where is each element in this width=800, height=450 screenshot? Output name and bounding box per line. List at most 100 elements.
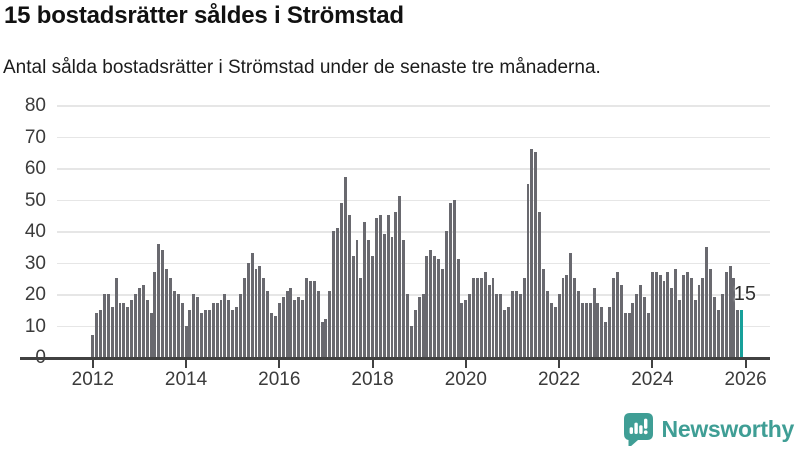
bar <box>386 215 390 357</box>
x-axis-tick <box>464 360 467 368</box>
y-axis-label: 60 <box>24 158 46 179</box>
bar <box>145 300 149 357</box>
bar <box>149 312 153 357</box>
bar <box>91 334 95 357</box>
bar <box>130 300 134 357</box>
bar <box>324 319 328 357</box>
bar <box>456 259 460 357</box>
bar <box>448 202 452 357</box>
bar <box>627 312 631 357</box>
gridline <box>57 325 770 327</box>
newsworthy-logo-icon <box>622 412 654 448</box>
bar <box>592 287 596 357</box>
bar <box>705 246 709 357</box>
bar <box>542 268 545 357</box>
bar <box>534 152 538 357</box>
x-axis-tick <box>744 360 747 368</box>
bar <box>514 290 518 357</box>
x-axis-tick <box>558 360 561 368</box>
bar <box>95 312 99 357</box>
x-axis-label: 2026 <box>724 369 767 390</box>
bar <box>99 309 102 357</box>
bar <box>522 278 526 357</box>
bar <box>577 290 580 357</box>
bar <box>409 325 413 357</box>
bar <box>608 306 612 357</box>
bar <box>670 287 674 357</box>
bar <box>122 303 126 357</box>
bar <box>281 297 285 357</box>
bar <box>693 300 697 357</box>
bar <box>643 297 647 357</box>
bar <box>188 309 192 357</box>
gridline <box>57 136 770 138</box>
bar <box>351 256 355 357</box>
bar <box>545 290 549 357</box>
bar <box>165 268 169 357</box>
bar <box>254 268 258 357</box>
bar <box>192 294 196 357</box>
bar <box>246 262 250 357</box>
bar <box>681 275 685 357</box>
bar <box>301 300 305 357</box>
y-axis-label: 10 <box>24 315 46 337</box>
bar <box>631 303 635 357</box>
gridline <box>57 168 770 170</box>
bar <box>662 281 666 357</box>
bar <box>200 312 204 357</box>
bar <box>720 294 724 357</box>
bar <box>134 294 137 357</box>
bar <box>355 240 359 357</box>
bar <box>674 268 678 357</box>
chart-title: 15 bostadsrätter såldes i Strömstad <box>4 2 404 29</box>
bar <box>553 306 557 357</box>
bar <box>437 259 441 357</box>
bar <box>495 294 499 357</box>
bar <box>732 278 736 357</box>
bar <box>363 221 367 357</box>
bar <box>491 278 495 357</box>
bar <box>110 306 114 357</box>
bar <box>518 294 522 357</box>
bar <box>258 265 262 357</box>
bar <box>157 243 161 357</box>
bar <box>444 231 448 357</box>
bar <box>604 322 608 357</box>
bar <box>503 309 507 357</box>
bar <box>425 256 429 357</box>
bar <box>612 278 615 357</box>
highlight-value-label: 15 <box>733 282 756 305</box>
bar <box>285 290 289 357</box>
bar <box>736 309 740 357</box>
bar <box>320 322 324 357</box>
bar <box>709 268 713 357</box>
bar <box>697 284 701 357</box>
bar <box>106 294 110 357</box>
bar <box>569 253 573 357</box>
bar <box>639 284 643 357</box>
bar <box>172 290 176 357</box>
bar <box>658 275 662 357</box>
bar <box>398 196 402 357</box>
y-axis-label: 30 <box>24 252 46 274</box>
x-axis-tick <box>185 360 188 368</box>
x-axis-label: 2020 <box>444 369 487 390</box>
newsworthy-logo[interactable]: Newsworthy <box>622 412 795 448</box>
bar <box>394 212 398 357</box>
bar <box>468 294 472 357</box>
bar <box>452 199 456 357</box>
bar <box>235 306 239 357</box>
bar <box>441 268 444 357</box>
x-axis-label: 2022 <box>537 369 581 390</box>
bar <box>169 278 172 357</box>
bar <box>476 278 479 357</box>
bar <box>728 265 732 357</box>
bar <box>196 297 200 357</box>
bar <box>184 325 188 357</box>
bar <box>289 287 293 357</box>
bar <box>685 271 689 357</box>
newsworthy-logo-text: Newsworthy <box>661 415 795 442</box>
bar <box>713 297 716 357</box>
gridline <box>57 231 770 233</box>
bar <box>689 278 693 357</box>
